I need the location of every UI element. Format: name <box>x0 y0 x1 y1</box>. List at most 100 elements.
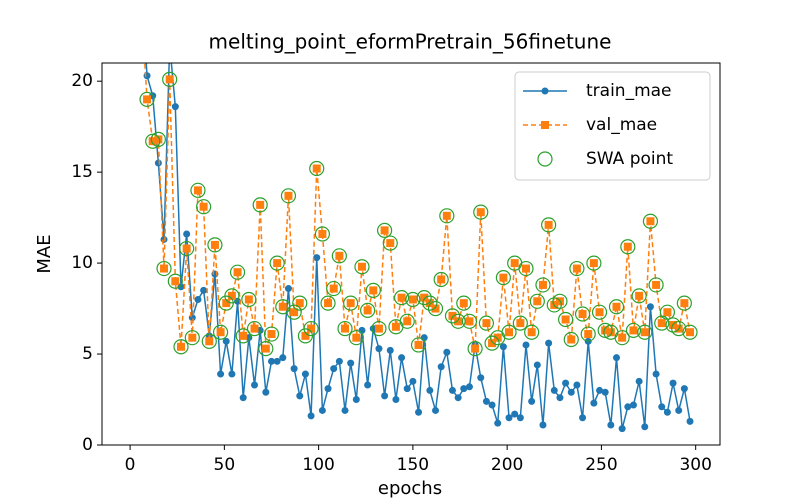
series-line <box>144 63 691 349</box>
point <box>343 295 359 311</box>
point <box>363 306 372 315</box>
point <box>295 299 304 308</box>
point <box>210 240 219 249</box>
point <box>337 320 353 337</box>
point <box>426 386 434 394</box>
point <box>369 286 378 295</box>
point <box>578 310 587 319</box>
point <box>154 159 162 167</box>
point <box>612 354 620 362</box>
point <box>179 240 195 257</box>
y-tick-label: 5 <box>82 344 93 364</box>
legend-label: val_mae <box>586 115 657 135</box>
point <box>347 359 355 367</box>
legend-label: train_mae <box>586 81 672 101</box>
point <box>391 322 400 331</box>
point <box>579 414 587 422</box>
point <box>410 337 427 353</box>
point <box>167 273 183 289</box>
point <box>607 421 615 429</box>
point <box>352 396 360 404</box>
point <box>251 381 259 389</box>
point <box>623 242 632 251</box>
point <box>425 299 434 308</box>
x-tick-label: 150 <box>397 455 429 475</box>
point <box>512 315 528 331</box>
point <box>494 419 502 427</box>
point <box>442 211 451 220</box>
point <box>659 304 676 320</box>
point <box>675 406 683 414</box>
point <box>522 264 531 273</box>
point <box>641 423 649 431</box>
point <box>524 324 540 340</box>
point <box>539 421 547 429</box>
x-tick-label: 200 <box>491 455 523 475</box>
point <box>460 385 468 393</box>
point <box>184 330 200 346</box>
point <box>431 304 440 313</box>
point <box>574 306 591 322</box>
point <box>597 322 613 338</box>
point <box>386 346 394 354</box>
point <box>557 311 574 328</box>
point <box>331 248 347 264</box>
point <box>505 328 514 337</box>
point <box>510 259 519 268</box>
point <box>171 277 180 286</box>
point <box>176 342 185 351</box>
x-tick-label: 50 <box>214 455 236 475</box>
point <box>482 397 490 405</box>
point <box>528 397 536 405</box>
point <box>269 255 285 271</box>
point <box>499 343 507 351</box>
point <box>658 403 666 411</box>
point <box>612 302 621 311</box>
point <box>562 379 570 387</box>
point <box>437 275 446 284</box>
point <box>624 403 632 411</box>
point <box>267 330 276 339</box>
point <box>538 280 547 289</box>
point <box>573 381 581 389</box>
point <box>313 254 321 262</box>
point <box>318 229 327 238</box>
point <box>352 333 361 342</box>
point <box>556 394 564 402</box>
point <box>620 239 636 255</box>
point <box>682 324 698 340</box>
point <box>212 324 229 340</box>
x-axis-label: epochs <box>378 478 442 499</box>
point <box>580 326 596 342</box>
point <box>522 341 530 349</box>
point <box>252 197 268 213</box>
point <box>335 357 343 365</box>
point <box>154 135 163 144</box>
point <box>572 264 581 273</box>
point <box>360 302 376 318</box>
point <box>301 331 310 340</box>
point <box>614 330 630 346</box>
point <box>465 317 474 326</box>
point <box>145 133 161 149</box>
point <box>567 388 575 396</box>
y-tick-label: 15 <box>71 162 93 182</box>
point <box>307 412 315 420</box>
point <box>465 383 473 391</box>
point <box>263 326 280 342</box>
point <box>671 320 687 337</box>
point <box>216 328 225 337</box>
point <box>262 388 270 396</box>
legend-label: SWA point <box>586 149 673 169</box>
series-line <box>145 63 691 429</box>
point <box>199 202 208 211</box>
point <box>139 91 155 107</box>
point <box>590 399 598 407</box>
legend-marker <box>541 87 549 95</box>
point <box>273 357 281 365</box>
point <box>235 328 251 344</box>
point <box>280 188 297 204</box>
point <box>233 268 242 277</box>
point <box>541 217 557 233</box>
point <box>516 414 524 422</box>
